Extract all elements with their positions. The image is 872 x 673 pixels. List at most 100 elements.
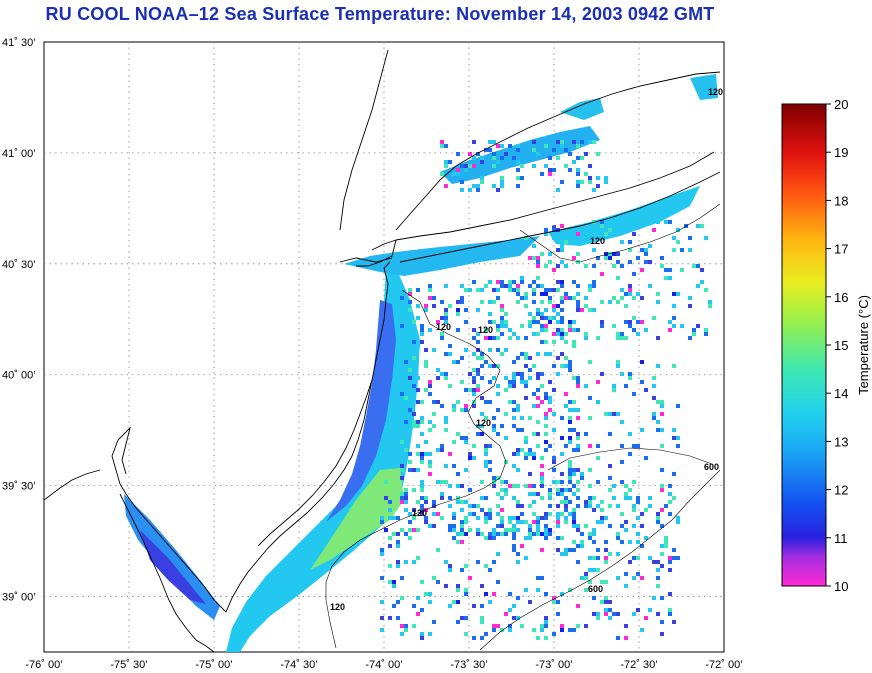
- sst-pixel: [420, 400, 424, 404]
- contour-label: 600: [704, 462, 719, 472]
- sst-pixel: [616, 364, 620, 368]
- sst-pixel: [632, 480, 636, 484]
- sst-pixel: [604, 540, 608, 544]
- sst-pixel: [564, 504, 568, 508]
- sst-pixel: [484, 464, 488, 468]
- sst-pixel: [496, 288, 500, 292]
- sst-pixel: [432, 524, 436, 528]
- sst-pixel: [668, 220, 672, 224]
- sst-pixel: [448, 160, 452, 164]
- sst-pixel: [656, 568, 660, 572]
- sst-pixel: [624, 496, 628, 500]
- sst-pixel: [576, 468, 580, 472]
- sst-region: [140, 530, 206, 604]
- sst-pixel: [468, 512, 472, 516]
- sst-pixel: [616, 332, 620, 336]
- sst-pixel: [428, 592, 432, 596]
- sst-pixel: [428, 296, 432, 300]
- sst-pixel: [564, 488, 568, 492]
- sst-pixel: [648, 260, 652, 264]
- sst-pixel: [588, 532, 592, 536]
- sst-pixel: [656, 512, 660, 516]
- sst-pixel: [556, 140, 560, 144]
- sst-pixel: [456, 496, 460, 500]
- sst-pixel: [468, 528, 472, 532]
- sst-pixel: [488, 568, 492, 572]
- sst-pixel: [668, 268, 672, 272]
- sst-region: [690, 74, 718, 100]
- sst-pixel: [476, 348, 480, 352]
- delaware-river: [111, 426, 131, 485]
- sst-pixel: [428, 288, 432, 292]
- sst-pixel: [664, 540, 668, 544]
- sst-pixel: [380, 548, 384, 552]
- sst-pixel: [468, 152, 472, 156]
- sst-pixel: [556, 520, 560, 524]
- sst-pixel: [616, 612, 620, 616]
- sst-pixel: [416, 420, 420, 424]
- sst-pixel: [608, 228, 612, 232]
- sst-pixel: [564, 392, 568, 396]
- sst-pixel: [448, 564, 452, 568]
- sst-pixel: [472, 444, 476, 448]
- colorbar-tick-label: 17: [834, 242, 848, 257]
- new-jersey-coastline: [225, 261, 391, 613]
- sst-pixel: [452, 512, 456, 516]
- sst-pixel: [400, 500, 404, 504]
- sst-pixel: [540, 456, 544, 460]
- sst-pixel: [572, 376, 576, 380]
- sst-pixel: [524, 292, 528, 296]
- connecticut-coastline: [395, 71, 721, 231]
- sst-pixel: [548, 532, 552, 536]
- sst-pixel: [600, 220, 604, 224]
- sst-pixel: [568, 152, 572, 156]
- sst-pixel: [612, 232, 616, 236]
- sst-pixel: [572, 408, 576, 412]
- sst-pixel: [556, 156, 560, 160]
- sst-pixel: [456, 584, 460, 588]
- sst-pixel: [520, 296, 524, 300]
- sst-pixel: [560, 332, 564, 336]
- sst-pixel: [488, 508, 492, 512]
- sst-pixel: [500, 316, 504, 320]
- sst-pixel: [660, 488, 664, 492]
- sst-pixel: [544, 424, 548, 428]
- sst-pixel: [632, 296, 636, 300]
- sst-pixel: [480, 396, 484, 400]
- sst-pixel: [672, 436, 676, 440]
- sst-pixel: [508, 528, 512, 532]
- sst-pixel: [560, 624, 564, 628]
- sst-pixel: [396, 516, 400, 520]
- sst-pixel: [536, 404, 540, 408]
- sst-pixel: [592, 248, 596, 252]
- sst-pixel: [556, 320, 560, 324]
- sst-pixel: [624, 384, 628, 388]
- sst-pixel: [512, 416, 516, 420]
- sst-pixel: [600, 320, 604, 324]
- sst-pixel: [464, 348, 468, 352]
- sst-pixel: [612, 484, 616, 488]
- sst-pixel: [588, 496, 592, 500]
- lon-tick-label: -75˚ 00’: [195, 659, 232, 671]
- sst-pixel: [472, 140, 476, 144]
- sst-pixel: [544, 512, 548, 516]
- sst-pixel: [540, 172, 544, 176]
- sst-pixel: [592, 568, 596, 572]
- sst-pixel: [640, 512, 644, 516]
- sst-pixel: [396, 540, 400, 544]
- sst-pixel: [576, 328, 580, 332]
- sst-pixel: [440, 316, 444, 320]
- sst-pixel: [420, 480, 424, 484]
- sst-pixel: [504, 376, 508, 380]
- sst-pixel: [648, 284, 652, 288]
- sst-pixel: [460, 188, 464, 192]
- sst-pixel: [600, 372, 604, 376]
- sst-pixel: [608, 616, 612, 620]
- sst-pixel: [472, 184, 476, 188]
- sst-pixel: [564, 520, 568, 524]
- sst-pixel: [604, 612, 608, 616]
- sst-pixel: [404, 624, 408, 628]
- sst-pixel: [652, 316, 656, 320]
- sst-pixel: [568, 436, 572, 440]
- sst-pixel: [688, 248, 692, 252]
